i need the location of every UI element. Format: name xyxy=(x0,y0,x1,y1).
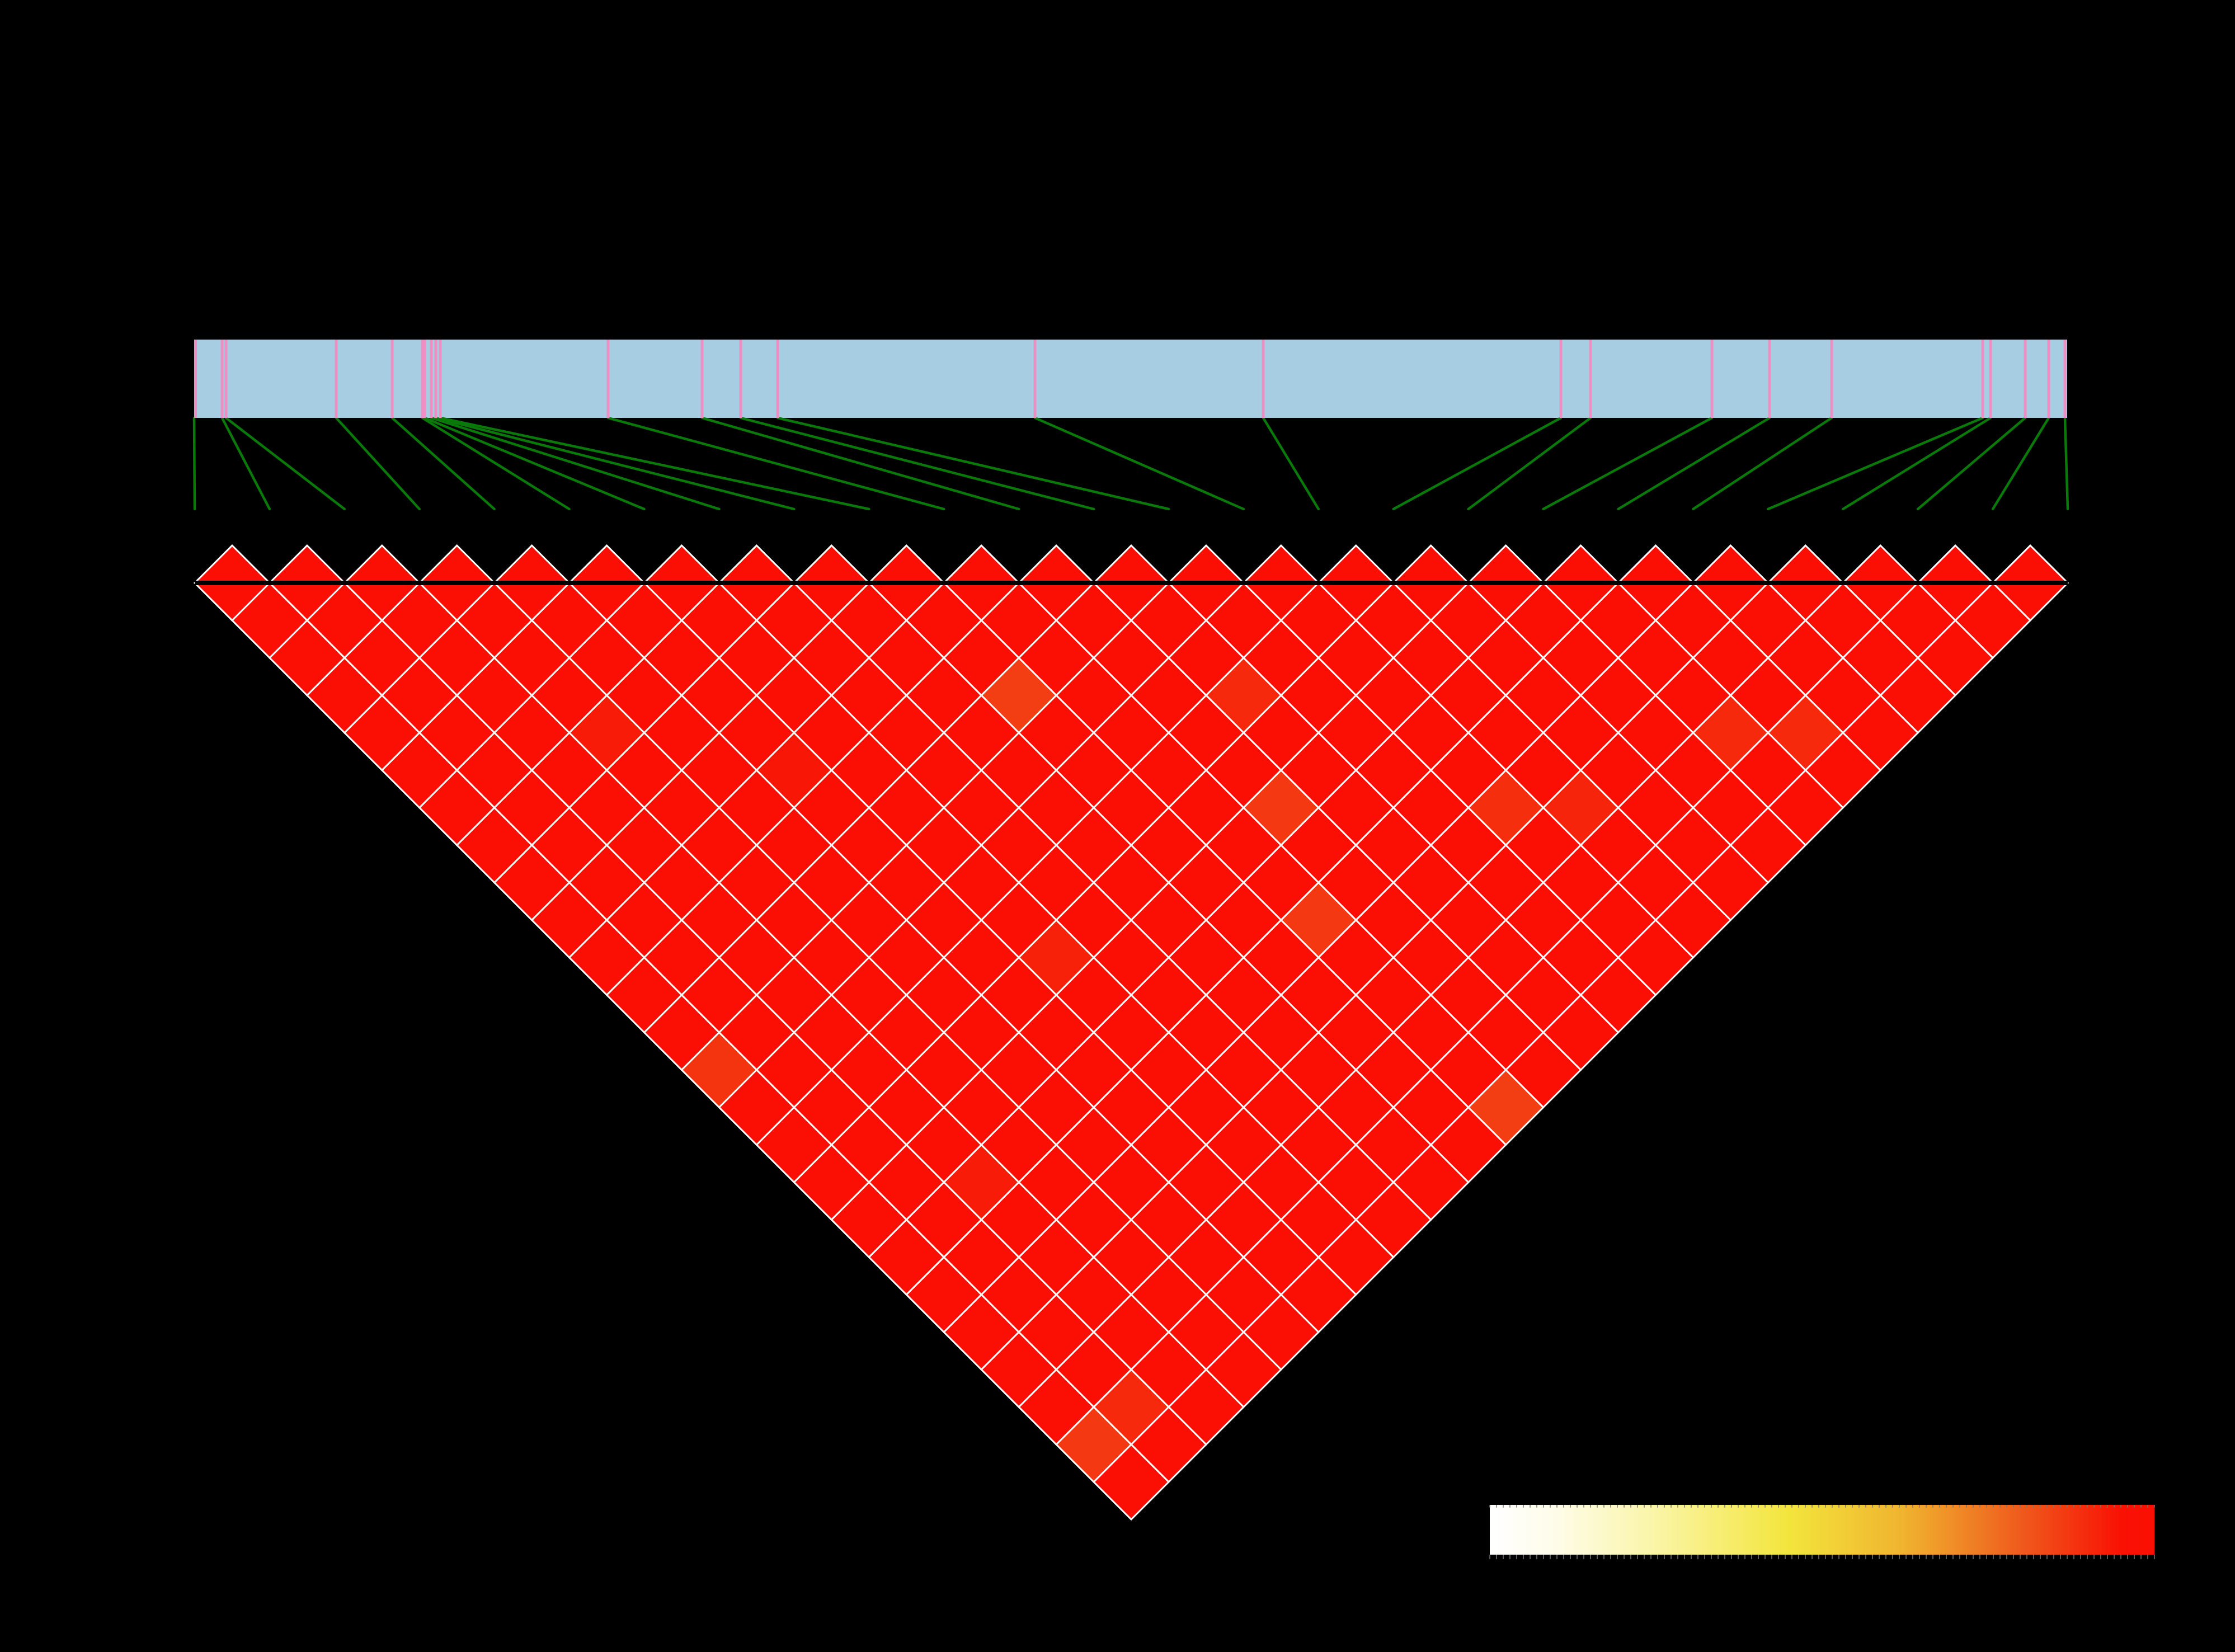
snp-connector-line xyxy=(1392,416,1563,511)
color-key-bar xyxy=(1490,1505,2154,1555)
snp-connector-line xyxy=(423,416,646,511)
snp-connector-line xyxy=(335,416,421,511)
snp-connector-line xyxy=(430,416,721,511)
snp-connector-line xyxy=(390,416,496,511)
ld-triangle xyxy=(193,544,2069,1521)
snp-connector-line xyxy=(1542,416,1714,511)
snp-connector-line xyxy=(1033,416,1245,511)
snp-connector-line xyxy=(1692,416,1833,511)
snp-connector-line xyxy=(439,416,871,511)
genomic-map-track xyxy=(194,340,2067,418)
snp-connector-line xyxy=(606,416,945,511)
snp-connector-line xyxy=(1916,416,2027,511)
snp-connector-line xyxy=(220,416,271,511)
snp-connector-line xyxy=(421,416,571,511)
snp-connector-line xyxy=(1262,416,1320,511)
ld-cell xyxy=(1092,1443,1170,1521)
snp-connector-line xyxy=(224,416,346,511)
snp-connector-line xyxy=(1617,416,1771,511)
color-key xyxy=(1489,1505,2155,1559)
snp-connector-line xyxy=(1467,416,1592,511)
snp-connector-line xyxy=(700,416,1020,511)
snp-connector-line xyxy=(776,416,1170,511)
snp-connector-line xyxy=(1841,416,1992,511)
snp-connector-line xyxy=(192,416,196,511)
snp-connector-line xyxy=(434,416,796,511)
snp-connector-line xyxy=(1767,416,1984,511)
snp-connector-line xyxy=(1991,416,2050,511)
snp-connector-line xyxy=(2063,416,2069,511)
snp-connector-line xyxy=(739,416,1095,511)
